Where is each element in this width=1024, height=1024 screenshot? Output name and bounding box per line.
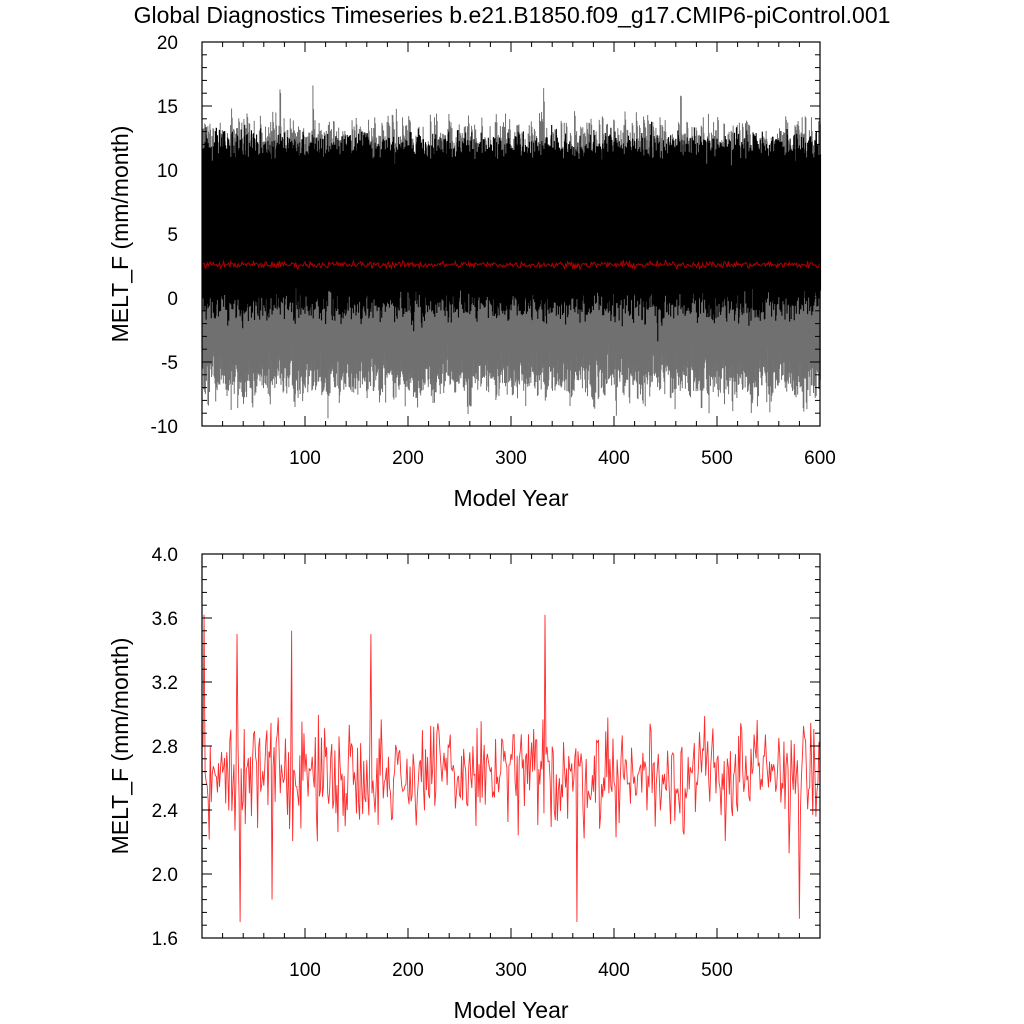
y-tick-label: 15	[157, 97, 178, 118]
y-axis-label-bottom: MELT_F (mm/month)	[107, 638, 133, 855]
plot-frame-bottom	[201, 553, 821, 939]
axis-ticks-top	[202, 41, 821, 427]
y-tick-label: 2.4	[152, 801, 179, 822]
x-tick-label: 400	[598, 960, 630, 981]
plot-area-top	[202, 85, 822, 419]
figure-title: Global Diagnostics Timeseries b.e21.B185…	[134, 2, 891, 28]
x-tick-label: 300	[495, 448, 527, 469]
y-axis-label-top: MELT_F (mm/month)	[107, 126, 133, 343]
y-tick-label: 2.8	[152, 737, 178, 758]
x-tick-label: 500	[701, 960, 733, 981]
x-tick-label: 300	[495, 960, 527, 981]
plot-area-bottom	[202, 614, 821, 923]
series-annual-mean-top	[202, 259, 821, 272]
x-tick-label: 200	[392, 960, 424, 981]
y-tick-label: -5	[161, 353, 178, 374]
y-tick-label: 3.2	[152, 673, 178, 694]
plot-frame-top	[201, 41, 821, 427]
x-tick-label: 500	[701, 448, 733, 469]
y-tick-label: 10	[157, 161, 178, 182]
y-tick-label: -10	[151, 417, 178, 438]
series-monthly	[202, 121, 822, 342]
tick-labels-bottom: 100 200 300 400 500 1.6 2.0 2.4 2.8 3.2 3.6 4.0	[152, 545, 733, 981]
chart-panel-top: 100 200 300 400 500 600 -10 -5 0 5 10 15 20 Model Ye…	[107, 33, 836, 511]
x-tick-label: 400	[598, 448, 630, 469]
y-tick-label: 0	[167, 289, 178, 310]
y-tick-label: 4.0	[152, 545, 178, 566]
x-tick-label: 100	[289, 960, 321, 981]
series-annual-mean	[202, 614, 821, 923]
y-tick-label: 2.0	[152, 865, 178, 886]
x-tick-label: 600	[804, 448, 836, 469]
x-axis-label-top: Model Year	[453, 485, 568, 511]
axis-ticks-bottom	[202, 553, 821, 939]
y-tick-label: 3.6	[152, 609, 178, 630]
tick-labels-top: 100 200 300 400 500 600 -10 -5 0 5 10 15 20	[151, 33, 836, 469]
x-axis-label-bottom: Model Year	[453, 997, 568, 1023]
x-tick-label: 100	[289, 448, 321, 469]
y-tick-label: 5	[167, 225, 178, 246]
y-tick-label: 1.6	[152, 929, 178, 950]
x-tick-label: 200	[392, 448, 424, 469]
chart-panel-bottom: 100 200 300 400 500 1.6 2.0 2.4 2.8 3.2 3.6 4.0 Mod…	[107, 545, 821, 1023]
y-tick-label: 20	[157, 33, 178, 54]
